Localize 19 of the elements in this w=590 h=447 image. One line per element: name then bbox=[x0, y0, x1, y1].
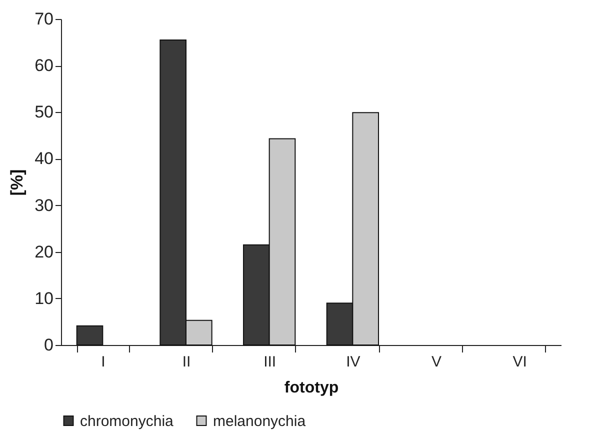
y-tick-label: 20 bbox=[34, 242, 54, 262]
x-tick-label: III bbox=[264, 354, 276, 370]
y-tick-label: 40 bbox=[34, 149, 54, 168]
x-tick-label: II bbox=[182, 354, 191, 370]
x-axis-title: fototyp bbox=[284, 380, 339, 396]
y-tick-label: 30 bbox=[34, 196, 54, 215]
y-tick-label: 60 bbox=[34, 56, 54, 76]
y-tick-label: 10 bbox=[34, 288, 54, 308]
x-tick-label: VI bbox=[512, 354, 527, 370]
x-tick-label: V bbox=[431, 354, 442, 370]
y-tick-label: 70 bbox=[34, 10, 54, 28]
x-tick-label: IV bbox=[346, 354, 360, 370]
legend-label: melanonychia bbox=[213, 412, 306, 430]
legend-label: chromonychia bbox=[80, 412, 174, 430]
y-tick-label: 0 bbox=[44, 336, 54, 354]
y-axis-title: [%] bbox=[8, 169, 27, 196]
bar bbox=[76, 325, 104, 346]
x-tick-label: I bbox=[101, 354, 106, 370]
y-tick-label: 50 bbox=[34, 102, 54, 122]
